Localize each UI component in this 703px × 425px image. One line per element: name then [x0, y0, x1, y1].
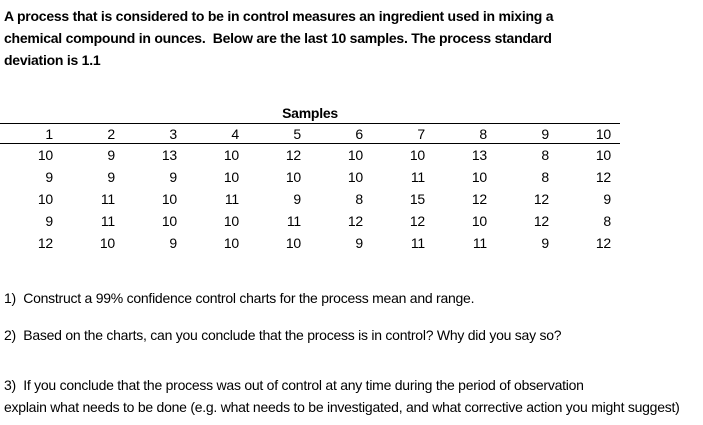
sample-value-cell: 10 [223, 168, 239, 185]
sample-value-cell: 10 [223, 146, 239, 163]
sample-value-cell: 11 [410, 234, 425, 251]
question-2: 2) Based on the charts, can you conclude… [4, 326, 562, 343]
sample-column-header: 2 [107, 125, 115, 142]
sample-value-cell: 12 [37, 234, 53, 251]
sample-column-header: 1 [45, 125, 53, 142]
table-row: 9 9 9 10 10 10 11 10 8 12 [0, 166, 620, 188]
sample-value-cell: 8 [541, 146, 549, 163]
samples-table-section: Samples 1 2 3 4 5 6 7 8 9 10 10 9 13 10 12 10 10 13 8 10 9 9… [0, 104, 620, 254]
sample-value-cell: 11 [410, 168, 425, 185]
sample-value-cell: 10 [161, 190, 177, 207]
sample-value-cell: 10 [161, 212, 177, 229]
sample-column-header: 4 [231, 125, 239, 142]
sample-value-cell: 11 [100, 190, 115, 207]
samples-table-title: Samples [282, 105, 338, 121]
sample-value-cell: 15 [409, 190, 425, 207]
sample-value-cell: 8 [541, 168, 549, 185]
sample-value-cell: 12 [347, 212, 363, 229]
question-1: 1) Construct a 99% confidence control ch… [4, 289, 475, 306]
sample-value-cell: 11 [224, 190, 239, 207]
sample-value-cell: 10 [471, 212, 487, 229]
sample-value-cell: 10 [223, 234, 239, 251]
sample-column-header: 6 [355, 125, 363, 142]
sample-column-header: 8 [479, 125, 487, 142]
sample-value-cell: 10 [347, 168, 363, 185]
sample-value-cell: 9 [355, 234, 363, 251]
sample-value-cell: 11 [100, 212, 115, 229]
sample-column-header: 3 [169, 125, 177, 142]
table-row: 12 10 9 10 10 9 11 11 9 12 [0, 232, 620, 254]
sample-column-header: 5 [293, 125, 301, 142]
sample-column-header: 7 [417, 125, 425, 142]
samples-table: 1 2 3 4 5 6 7 8 9 10 10 9 13 10 12 10 10 13 8 10 9 9 9 10 10 10 1… [0, 123, 620, 254]
sample-value-cell: 12 [409, 212, 425, 229]
sample-value-cell: 10 [285, 234, 301, 251]
sample-value-cell: 10 [223, 212, 239, 229]
sample-value-cell: 9 [541, 234, 549, 251]
table-row: 10 9 13 10 12 10 10 13 8 10 [0, 144, 620, 166]
sample-value-cell: 10 [99, 234, 115, 251]
question-3: 3) If you conclude that the process was … [4, 376, 680, 415]
sample-value-cell: 8 [355, 190, 363, 207]
sample-value-cell: 10 [37, 146, 53, 163]
samples-header-row: 1 2 3 4 5 6 7 8 9 10 [0, 123, 620, 144]
sample-value-cell: 8 [603, 212, 611, 229]
table-row: 9 11 10 10 11 12 12 10 12 8 [0, 210, 620, 232]
sample-value-cell: 12 [595, 168, 611, 185]
table-row: 10 11 10 11 9 8 15 12 12 9 [0, 188, 620, 210]
sample-value-cell: 9 [603, 190, 611, 207]
sample-value-cell: 9 [107, 146, 115, 163]
sample-value-cell: 11 [472, 234, 487, 251]
sample-value-cell: 12 [285, 146, 301, 163]
sample-value-cell: 12 [533, 190, 549, 207]
sample-value-cell: 9 [45, 168, 53, 185]
sample-value-cell: 10 [409, 146, 425, 163]
sample-value-cell: 9 [169, 234, 177, 251]
sample-value-cell: 12 [471, 190, 487, 207]
problem-statement: A process that is considered to be in co… [4, 8, 554, 68]
sample-value-cell: 13 [161, 146, 177, 163]
sample-value-cell: 12 [533, 212, 549, 229]
sample-value-cell: 10 [37, 190, 53, 207]
sample-value-cell: 9 [45, 212, 53, 229]
sample-column-header: 10 [595, 125, 611, 142]
sample-value-cell: 9 [107, 168, 115, 185]
sample-value-cell: 9 [169, 168, 177, 185]
sample-column-header: 9 [541, 125, 549, 142]
sample-value-cell: 10 [595, 146, 611, 163]
sample-value-cell: 10 [471, 168, 487, 185]
sample-value-cell: 9 [293, 190, 301, 207]
sample-value-cell: 10 [285, 168, 301, 185]
sample-value-cell: 10 [347, 146, 363, 163]
sample-value-cell: 13 [471, 146, 487, 163]
sample-value-cell: 11 [286, 212, 301, 229]
sample-value-cell: 12 [595, 234, 611, 251]
